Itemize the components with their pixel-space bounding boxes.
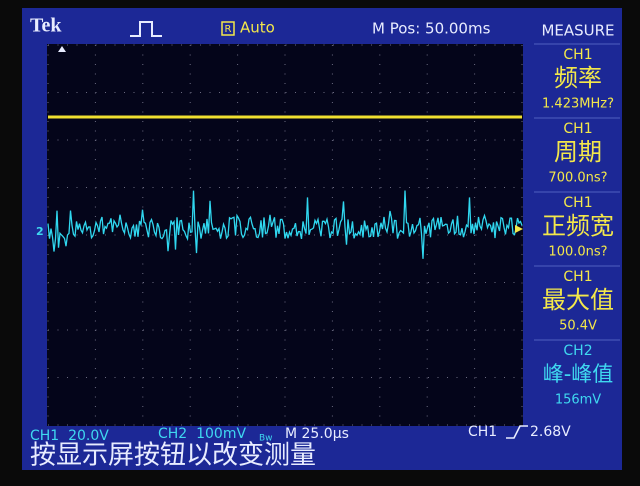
m-pos: M Pos: 50.00ms	[372, 20, 491, 38]
trigger-icon: R	[225, 24, 232, 35]
ch2-scale: CH2 100mV	[158, 426, 246, 442]
measure-value: 156mV	[555, 393, 601, 408]
message: 按显示屏按钮以改变测量	[30, 441, 316, 471]
measure-label: 周期	[554, 138, 602, 166]
measure-label: 最大值	[542, 286, 614, 314]
acquire-icon	[130, 21, 162, 37]
trigger-edge	[506, 425, 528, 439]
measure-channel: CH1	[563, 195, 592, 211]
measure-channel: CH1	[563, 47, 592, 63]
measure-label: 频率	[554, 64, 602, 92]
measure-title: MEASURE	[541, 22, 614, 40]
measure-panel: CH1频率1.423MHz?CH1周期700.0ns?CH1正频宽100.0ns…	[534, 43, 620, 408]
measure-channel: CH1	[563, 269, 592, 285]
measure-channel: CH1	[563, 121, 592, 137]
ch1-scale: CH1 20.0V	[30, 428, 109, 444]
measure-channel: CH2	[563, 343, 592, 359]
measure-value: 1.423MHz?	[542, 97, 614, 112]
time-marker	[58, 46, 66, 52]
ch2-trace	[47, 190, 523, 259]
measure-value: 700.0ns?	[548, 171, 607, 186]
measure-value: 100.0ns?	[548, 245, 607, 260]
measure-label: 正频宽	[542, 212, 614, 240]
trigger-marker	[515, 225, 523, 233]
bandwidth: Bw	[259, 434, 273, 444]
trigger-icon-box	[221, 21, 235, 36]
trigger-mode: Auto	[240, 19, 275, 37]
measure-value: 50.4V	[559, 319, 597, 334]
brand: Tek	[30, 15, 62, 37]
ch2-marker: 2	[36, 225, 44, 238]
trigger-level: 2.68V	[530, 424, 571, 440]
trigger-source: CH1	[468, 424, 497, 440]
measure-label: 峰-峰值	[543, 362, 614, 386]
timebase: M 25.0µs	[285, 426, 349, 442]
